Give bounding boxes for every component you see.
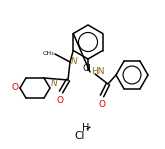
Text: N: N (71, 58, 78, 66)
Text: O: O (99, 100, 105, 109)
Text: Cl: Cl (75, 131, 85, 141)
Text: O: O (12, 83, 18, 93)
Text: O: O (56, 96, 64, 105)
Text: Cl: Cl (82, 64, 91, 73)
Text: N: N (51, 79, 58, 87)
Text: H: H (82, 123, 90, 133)
Text: HN: HN (91, 67, 104, 76)
Text: CH₃: CH₃ (42, 51, 54, 56)
